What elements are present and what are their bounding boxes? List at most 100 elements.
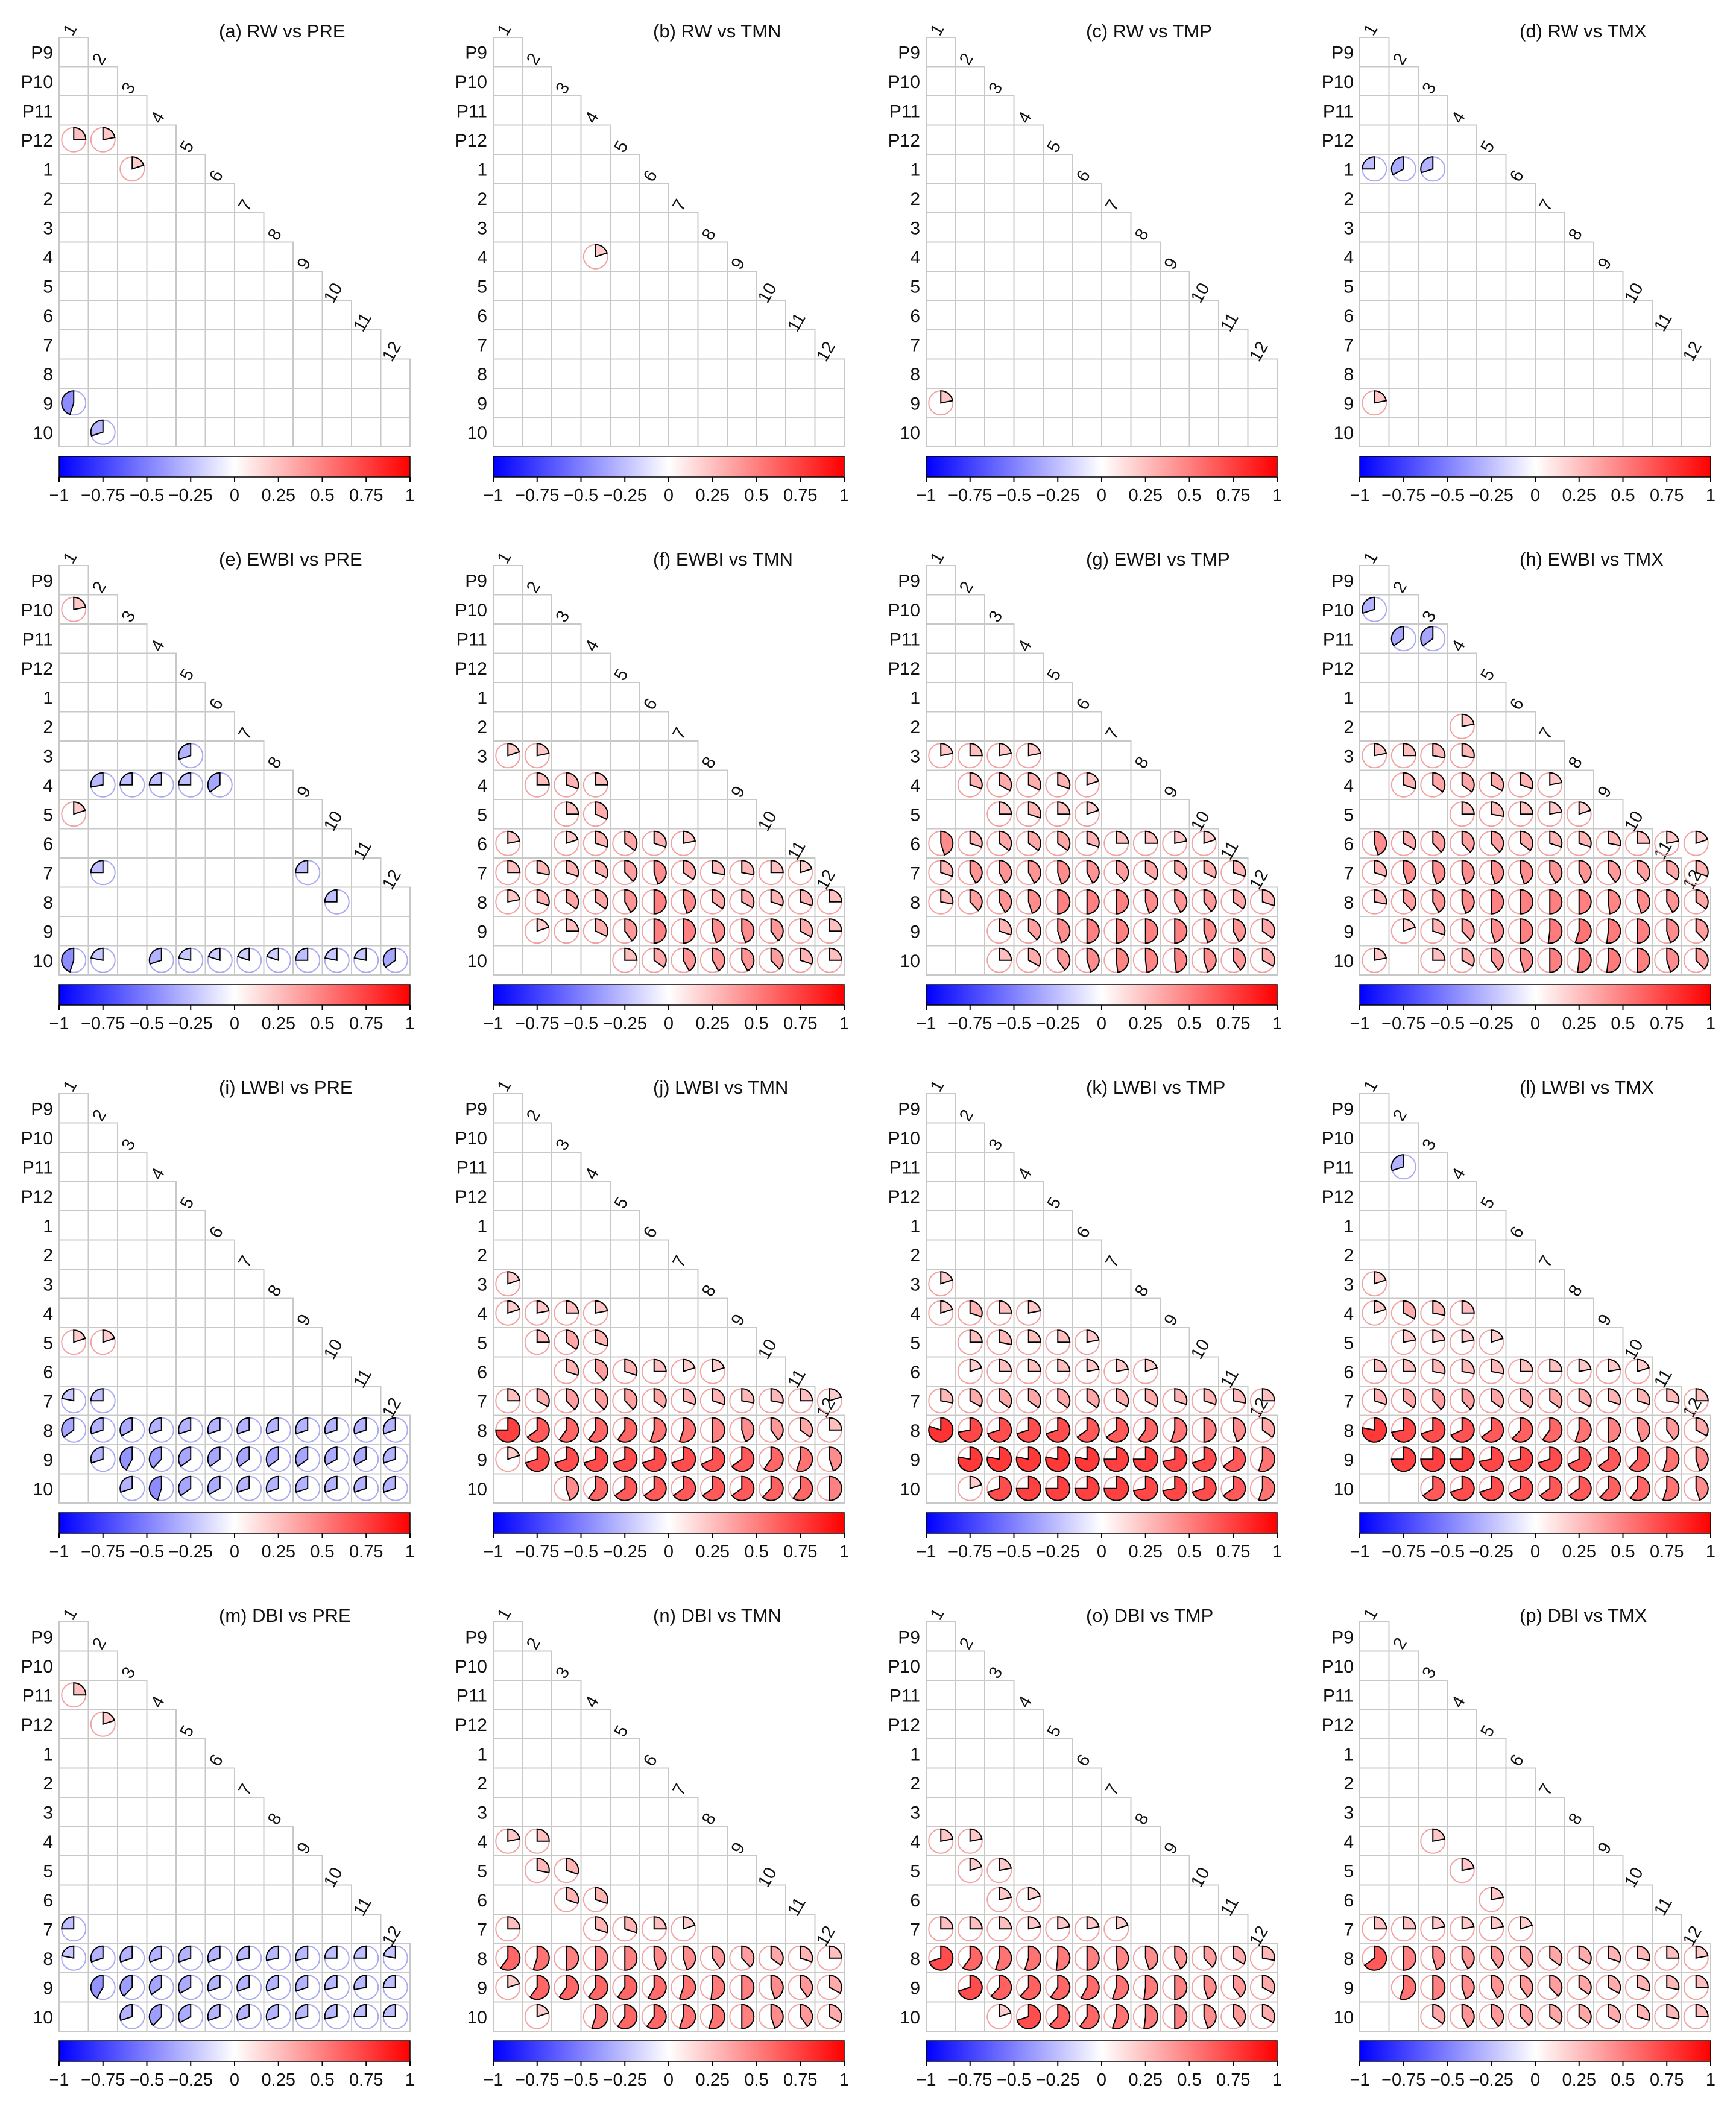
grid-cell — [58, 1210, 89, 1241]
row-label: 7 — [910, 335, 920, 355]
pie-wedge — [940, 889, 954, 905]
pie-glyph — [1479, 860, 1504, 886]
pie-glyph — [582, 1975, 608, 2000]
pie-wedge — [1233, 947, 1246, 971]
pie-glyph — [1191, 1446, 1217, 1472]
colorbar-tick-label: 0.5 — [310, 486, 334, 505]
pie-glyph — [1220, 918, 1246, 944]
colorbar-tick-label: 0.5 — [744, 486, 768, 505]
pie-wedge — [382, 1945, 396, 1959]
grid-cell — [1388, 183, 1419, 213]
pie-glyph — [353, 1446, 379, 1472]
grid-cell — [926, 711, 956, 742]
grid-cell — [58, 1826, 89, 1856]
pie-glyph — [1683, 830, 1709, 856]
row-label: 3 — [1343, 746, 1354, 766]
grid-cell — [1130, 271, 1161, 301]
grid-cell — [380, 886, 411, 917]
pie-glyph — [1596, 1446, 1621, 1472]
grid-cell — [175, 1297, 206, 1328]
pie-wedge — [1549, 1945, 1563, 1966]
pie-wedge — [1086, 1945, 1100, 1971]
grid-cell — [1535, 1269, 1565, 1299]
pie-wedge — [1608, 1358, 1621, 1372]
pie-wedge — [353, 947, 367, 961]
grid-cell — [1359, 1152, 1390, 1182]
grid-cell — [58, 300, 89, 330]
grid-cell — [580, 1767, 611, 1798]
grid-cell — [1388, 1210, 1419, 1241]
row-label: P9 — [898, 43, 920, 63]
pie-glyph — [729, 889, 755, 915]
pie-glyph — [1449, 889, 1475, 915]
grid-cell — [1043, 329, 1073, 360]
pie-glyph — [1132, 1475, 1158, 1501]
column-label: 1 — [1360, 21, 1382, 39]
pie-wedge — [90, 1388, 104, 1402]
pie-wedge — [148, 1475, 162, 1501]
row-label: P9 — [31, 43, 53, 63]
pie-glyph — [612, 1475, 638, 1501]
pie-glyph — [1362, 156, 1387, 182]
column-label: 8 — [1131, 1282, 1153, 1300]
grid-cell — [58, 740, 89, 771]
grid-cell — [551, 329, 582, 360]
grid-cell — [580, 1855, 611, 1886]
pie-glyph — [1074, 918, 1100, 944]
pie-glyph — [554, 1300, 579, 1326]
grid-cell — [87, 594, 118, 625]
grid-cell — [1359, 183, 1390, 213]
pie-glyph — [1220, 1475, 1246, 1501]
grid-cell — [493, 241, 523, 272]
grid-cell — [984, 154, 1015, 184]
grid-cell — [146, 1767, 177, 1798]
grid-cell — [1388, 358, 1419, 389]
grid-cell — [955, 1181, 985, 1211]
row-label: 6 — [43, 1363, 53, 1382]
pie-glyph — [1015, 772, 1041, 798]
grid-cell — [117, 945, 148, 976]
pie-wedge — [1403, 860, 1416, 885]
grid-cell — [87, 799, 118, 830]
pie-glyph — [1683, 889, 1709, 915]
row-label: 10 — [33, 951, 53, 971]
pie-glyph — [1074, 1475, 1100, 1501]
grid-cell — [175, 1914, 206, 1944]
grid-cell — [551, 417, 582, 447]
pie-glyph — [524, 1945, 550, 1971]
pie-glyph — [582, 1358, 608, 1384]
grid-cell — [610, 300, 640, 330]
grid-cell — [87, 623, 118, 654]
pie-wedge — [61, 390, 75, 415]
column-label: 7 — [1102, 725, 1124, 743]
pie-glyph — [671, 1916, 696, 1942]
pie-glyph — [928, 1271, 954, 1297]
colorbar-tick-label: 1 — [405, 486, 415, 505]
pie-glyph — [495, 1271, 521, 1297]
grid-cell — [522, 711, 552, 742]
grid-cell — [1388, 417, 1419, 447]
pie-glyph — [1045, 2004, 1071, 2029]
grid-cell — [1418, 1767, 1448, 1798]
pie-wedge — [536, 1388, 550, 1408]
grid-cell — [984, 1767, 1015, 1798]
pie-wedge — [1432, 860, 1446, 885]
pie-wedge — [1374, 743, 1387, 757]
pie-wedge — [73, 127, 87, 140]
row-label: P9 — [465, 571, 487, 591]
grid-cell — [1160, 1356, 1190, 1387]
pie-glyph — [1537, 2004, 1563, 2029]
pie-wedge — [990, 1975, 1012, 2000]
pie-wedge — [587, 1417, 608, 1443]
grid-cell — [551, 1680, 582, 1710]
pie-glyph — [1074, 1329, 1100, 1355]
column-label: 8 — [1131, 754, 1153, 772]
pie-glyph — [236, 1417, 262, 1443]
pie-glyph — [1390, 860, 1416, 886]
pie-wedge — [1027, 830, 1041, 851]
pie-glyph — [1191, 1417, 1217, 1443]
pie-glyph — [1420, 918, 1446, 944]
pie-wedge — [507, 1388, 521, 1402]
grid-cell — [493, 417, 523, 447]
